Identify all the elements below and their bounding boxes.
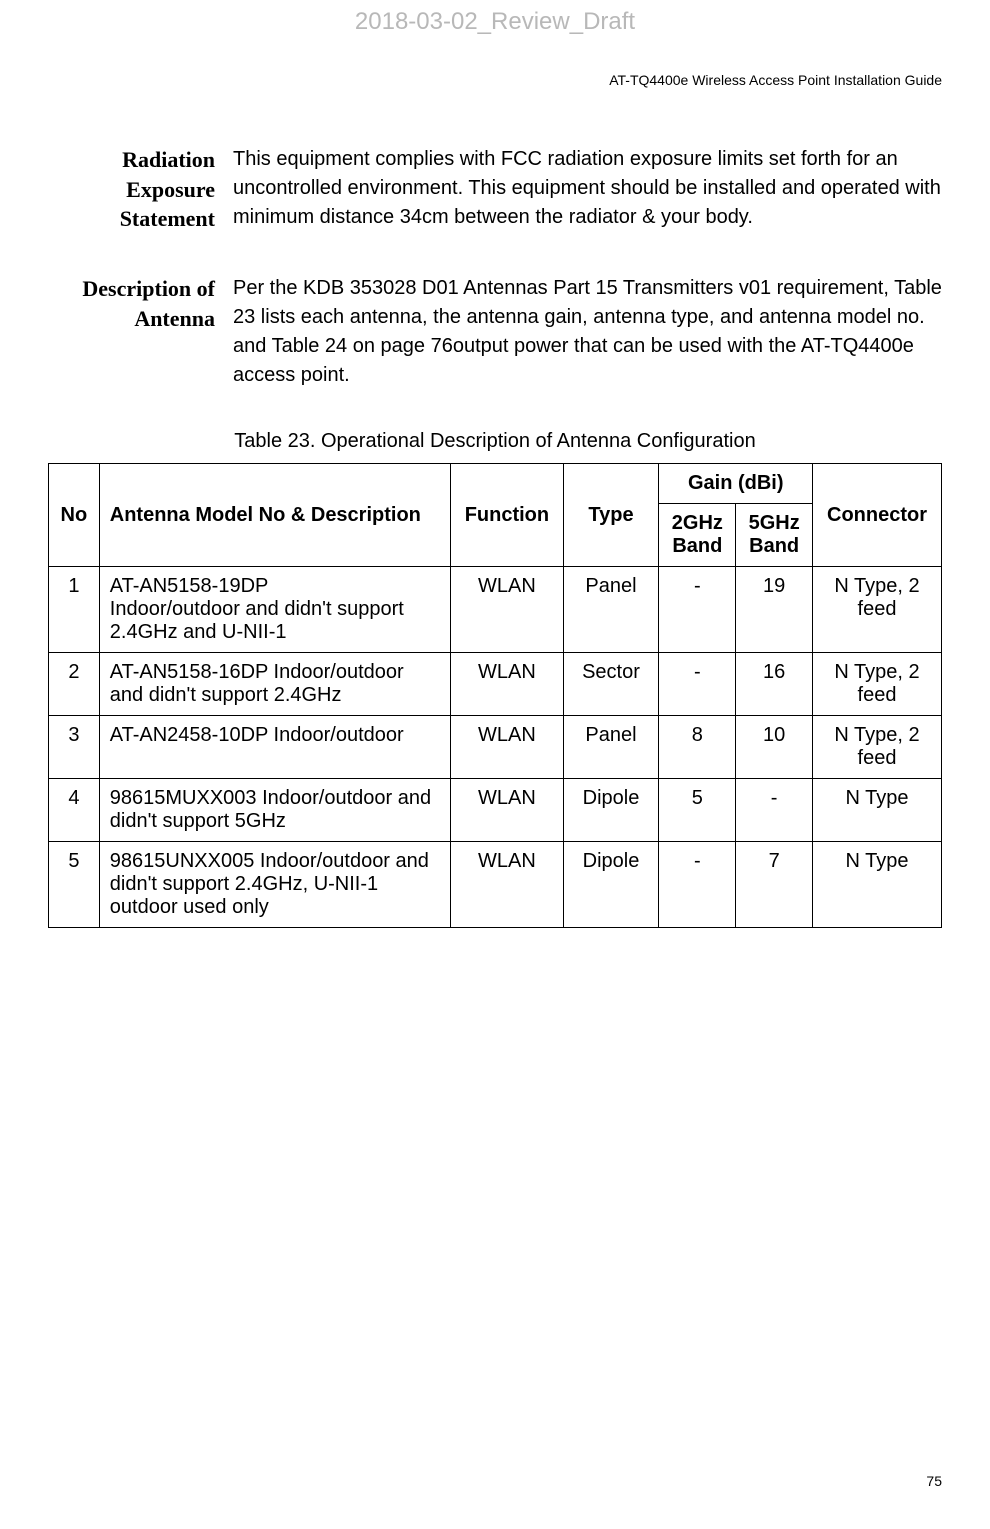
cell-desc: 98615UNXX005 Indoor/outdoor and didn't s… xyxy=(99,842,451,928)
table-row: 3 AT-AN2458-10DP Indoor/outdoor WLAN Pan… xyxy=(49,716,942,779)
table-caption: Table 23. Operational Description of Ant… xyxy=(48,430,942,453)
cell-g2: - xyxy=(659,842,736,928)
table-header-row-1: No Antenna Model No & Description Functi… xyxy=(49,464,942,504)
cell-conn: N Type, 2 feed xyxy=(813,567,942,653)
table-header: No Antenna Model No & Description Functi… xyxy=(49,464,942,567)
cell-conn: N Type, 2 feed xyxy=(813,716,942,779)
th-func: Function xyxy=(451,464,563,567)
cell-type: Panel xyxy=(563,567,659,653)
section-body-radiation: This equipment complies with FCC radiati… xyxy=(233,145,942,234)
cell-no: 3 xyxy=(49,716,100,779)
cell-desc: AT-AN5158-16DP Indoor/outdoor and didn't… xyxy=(99,653,451,716)
cell-no: 4 xyxy=(49,779,100,842)
section-body-antenna: Per the KDB 353028 D01 Antennas Part 15 … xyxy=(233,274,942,390)
cell-conn: N Type xyxy=(813,842,942,928)
cell-g2: 5 xyxy=(659,779,736,842)
watermark-text: 2018-03-02_Review_Draft xyxy=(355,8,635,36)
th-connector: Connector xyxy=(813,464,942,567)
cell-no: 1 xyxy=(49,567,100,653)
page-content: Radiation Exposure Statement This equipm… xyxy=(48,145,942,928)
section-radiation: Radiation Exposure Statement This equipm… xyxy=(48,145,942,234)
th-type: Type xyxy=(563,464,659,567)
cell-func: WLAN xyxy=(451,842,563,928)
th-no: No xyxy=(49,464,100,567)
cell-type: Dipole xyxy=(563,842,659,928)
cell-g5: 19 xyxy=(736,567,813,653)
th-gain-5ghz: 5GHz Band xyxy=(736,504,813,567)
cell-desc: AT-AN5158-19DPIndoor/outdoor and didn't … xyxy=(99,567,451,653)
cell-type: Panel xyxy=(563,716,659,779)
cell-g2: - xyxy=(659,567,736,653)
cell-g5: 10 xyxy=(736,716,813,779)
cell-type: Sector xyxy=(563,653,659,716)
page-number: 75 xyxy=(926,1473,942,1489)
section-heading-radiation: Radiation Exposure Statement xyxy=(48,145,233,234)
cell-func: WLAN xyxy=(451,567,563,653)
cell-g2: 8 xyxy=(659,716,736,779)
cell-type: Dipole xyxy=(563,779,659,842)
th-gain-2ghz: 2GHz Band xyxy=(659,504,736,567)
cell-g5: - xyxy=(736,779,813,842)
cell-no: 2 xyxy=(49,653,100,716)
table-row: 5 98615UNXX005 Indoor/outdoor and didn't… xyxy=(49,842,942,928)
section-heading-antenna: Description of Antenna xyxy=(48,274,233,390)
cell-func: WLAN xyxy=(451,653,563,716)
table-row: 2 AT-AN5158-16DP Indoor/outdoor and didn… xyxy=(49,653,942,716)
cell-g5: 7 xyxy=(736,842,813,928)
cell-func: WLAN xyxy=(451,779,563,842)
th-gain: Gain (dBi) xyxy=(659,464,813,504)
section-antenna: Description of Antenna Per the KDB 35302… xyxy=(48,274,942,390)
cell-func: WLAN xyxy=(451,716,563,779)
cell-g2: - xyxy=(659,653,736,716)
antenna-table: No Antenna Model No & Description Functi… xyxy=(48,463,942,928)
cell-g5: 16 xyxy=(736,653,813,716)
table-row: 4 98615MUXX003 Indoor/outdoor and didn't… xyxy=(49,779,942,842)
table-row: 1 AT-AN5158-19DPIndoor/outdoor and didn'… xyxy=(49,567,942,653)
cell-conn: N Type xyxy=(813,779,942,842)
table-body: 1 AT-AN5158-19DPIndoor/outdoor and didn'… xyxy=(49,567,942,928)
cell-conn: N Type, 2 feed xyxy=(813,653,942,716)
cell-no: 5 xyxy=(49,842,100,928)
cell-desc: 98615MUXX003 Indoor/outdoor and didn't s… xyxy=(99,779,451,842)
th-desc: Antenna Model No & Description xyxy=(99,464,451,567)
cell-desc: AT-AN2458-10DP Indoor/outdoor xyxy=(99,716,451,779)
page-header: AT-TQ4400e Wireless Access Point Install… xyxy=(609,72,942,88)
